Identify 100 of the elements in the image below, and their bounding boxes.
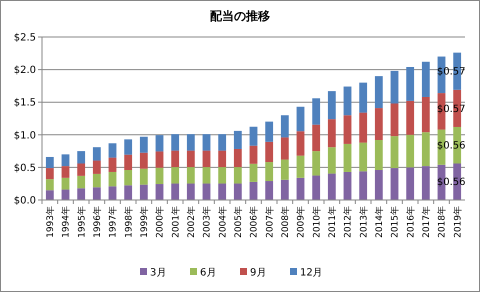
y-tick-label: $1.5 — [14, 98, 36, 109]
bar — [312, 98, 320, 125]
bar — [202, 184, 210, 200]
x-tick-label: 2014年 — [374, 206, 385, 238]
y-tick-label: $0.0 — [14, 196, 36, 206]
bar — [124, 139, 132, 155]
bar — [108, 143, 116, 158]
bar — [202, 134, 210, 151]
y-tick-label: $2.5 — [14, 32, 36, 44]
bar — [374, 108, 383, 140]
bar — [328, 91, 336, 120]
bar — [46, 179, 54, 190]
x-tick-label: 1994年 — [60, 206, 72, 238]
bar — [374, 76, 383, 108]
bar — [359, 142, 368, 172]
bar — [359, 112, 368, 143]
x-tick-label: 1997年 — [108, 206, 119, 238]
legend-label: 6月 — [200, 268, 216, 278]
x-tick-label: 2017年 — [420, 206, 432, 238]
bar — [265, 162, 274, 182]
x-tick-label: 2006年 — [248, 206, 260, 238]
bar — [218, 150, 226, 168]
bar — [186, 150, 195, 168]
bar — [92, 174, 101, 188]
bar — [344, 144, 352, 172]
y-tick-label: $2.0 — [14, 65, 36, 76]
x-tick-label: 2010年 — [311, 206, 322, 238]
bar — [406, 100, 414, 135]
bar — [202, 150, 210, 168]
bar — [312, 176, 320, 200]
bar — [312, 151, 320, 176]
y-tick-label: $1.0 — [14, 130, 36, 142]
bar — [124, 170, 132, 186]
x-tick-label: 2002年 — [186, 206, 197, 238]
bar — [312, 124, 320, 152]
bar — [92, 147, 101, 161]
bar — [46, 168, 54, 180]
x-tick-label: 1993年 — [44, 206, 56, 238]
bar — [374, 170, 383, 200]
bar — [77, 188, 86, 200]
x-tick-label: 1996年 — [92, 206, 103, 238]
bar — [390, 70, 398, 104]
bar — [328, 119, 336, 148]
bar — [171, 167, 180, 184]
bar — [359, 171, 368, 200]
x-tick-label: 2009年 — [296, 206, 307, 238]
bar — [77, 163, 86, 176]
bar — [62, 190, 70, 200]
bar — [250, 126, 258, 146]
bar — [108, 158, 116, 172]
x-tick-label: 2018年 — [436, 206, 448, 238]
bar — [250, 164, 258, 182]
bar — [140, 152, 148, 169]
bar — [186, 134, 195, 151]
bar — [296, 178, 304, 200]
bar — [171, 150, 180, 168]
bar — [202, 167, 210, 184]
bar — [296, 131, 304, 156]
x-tick-label: 2001年 — [170, 206, 182, 238]
bar — [422, 96, 430, 132]
x-tick-label: 2008年 — [280, 206, 291, 238]
bar — [62, 166, 70, 178]
x-tick-label: 2003年 — [202, 206, 213, 238]
bar — [124, 185, 132, 200]
bar — [422, 132, 430, 166]
x-tick-label: 2011年 — [326, 206, 338, 238]
bar — [77, 151, 86, 164]
bar — [250, 182, 258, 200]
x-tick-label: 2016年 — [405, 206, 416, 238]
bar — [296, 106, 304, 132]
bar — [156, 151, 164, 168]
bar — [265, 181, 274, 200]
chart-title: 配当の推移 — [210, 9, 270, 23]
bar — [406, 134, 414, 168]
bar — [92, 160, 101, 174]
bar — [171, 184, 180, 200]
bar — [46, 190, 54, 200]
bar — [62, 154, 70, 166]
bar — [234, 184, 242, 200]
x-tick-label: 1999年 — [138, 206, 150, 238]
bar — [108, 186, 116, 200]
legend-label: 9月 — [250, 268, 266, 278]
bar — [422, 62, 430, 97]
bar — [77, 176, 86, 188]
bar — [62, 178, 70, 190]
bar — [265, 122, 274, 142]
bar — [328, 174, 336, 200]
bar — [140, 184, 148, 200]
bar — [344, 86, 352, 116]
x-tick-label: 2019年 — [452, 206, 464, 238]
bar — [406, 66, 414, 101]
bar — [140, 136, 148, 153]
legend-label: 12月 — [300, 268, 323, 278]
bar — [406, 167, 414, 200]
bar — [390, 104, 398, 136]
x-tick-label: 2004年 — [217, 206, 228, 238]
bar — [156, 135, 164, 152]
bar — [265, 142, 274, 162]
bar — [234, 167, 242, 184]
bar — [234, 130, 242, 149]
